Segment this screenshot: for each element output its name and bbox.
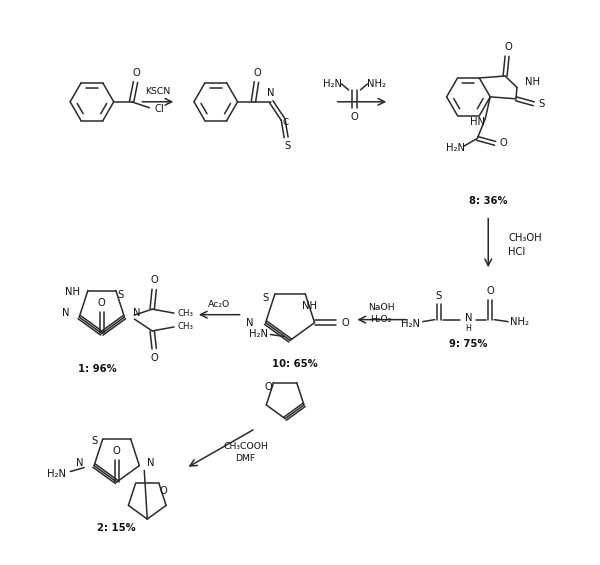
Text: N: N (133, 308, 140, 318)
Text: O: O (487, 286, 494, 296)
Text: S: S (284, 141, 290, 151)
Text: CH₃COOH: CH₃COOH (223, 442, 268, 451)
Text: CH₃: CH₃ (178, 308, 194, 318)
Text: CH₃OH: CH₃OH (508, 233, 542, 244)
Text: N: N (148, 458, 155, 468)
Text: H₂N: H₂N (249, 329, 268, 340)
Text: N: N (76, 458, 84, 468)
Text: 9: 75%: 9: 75% (449, 340, 488, 349)
Text: S: S (262, 293, 268, 303)
Text: N: N (62, 308, 69, 318)
Text: S: S (118, 290, 124, 301)
Text: O: O (341, 318, 349, 328)
Text: O: O (151, 353, 158, 363)
Text: O: O (133, 68, 140, 78)
Text: N: N (266, 88, 274, 98)
Text: H₂N: H₂N (401, 319, 421, 329)
Text: O: O (98, 298, 106, 308)
Text: O: O (504, 42, 512, 53)
Text: HN: HN (470, 116, 485, 127)
Text: CH₃: CH₃ (178, 323, 194, 332)
Text: H₂N: H₂N (323, 79, 342, 89)
Text: C: C (282, 118, 288, 127)
Text: S: S (92, 436, 98, 446)
Text: S: S (436, 291, 442, 301)
Text: 2: 15%: 2: 15% (97, 523, 136, 533)
Text: S: S (539, 99, 545, 109)
Text: DMF: DMF (235, 454, 256, 463)
Text: O: O (265, 382, 272, 392)
Text: 8: 36%: 8: 36% (469, 196, 508, 206)
Text: 1: 96%: 1: 96% (77, 364, 116, 374)
Text: O: O (499, 138, 507, 149)
Text: NH: NH (302, 301, 317, 311)
Text: O: O (160, 486, 168, 496)
Text: NaOH: NaOH (368, 303, 395, 312)
Text: H₂O₂: H₂O₂ (371, 315, 392, 324)
Text: NH₂: NH₂ (511, 316, 529, 327)
Text: H: H (466, 324, 472, 333)
Text: N: N (464, 312, 472, 323)
Text: O: O (350, 112, 358, 121)
Text: Ac₂O: Ac₂O (208, 300, 230, 309)
Text: Cl: Cl (154, 104, 164, 114)
Text: H₂N: H₂N (446, 144, 465, 153)
Text: NH: NH (526, 77, 541, 88)
Text: H₂N: H₂N (47, 468, 66, 479)
Text: N: N (246, 318, 253, 328)
Text: 10: 65%: 10: 65% (272, 359, 318, 369)
Text: NH₂: NH₂ (367, 79, 386, 89)
Text: O: O (113, 446, 121, 457)
Text: HCl: HCl (508, 247, 526, 257)
Text: KSCN: KSCN (145, 88, 170, 97)
Text: O: O (254, 68, 261, 78)
Text: O: O (151, 275, 158, 285)
Text: NH: NH (65, 288, 80, 298)
